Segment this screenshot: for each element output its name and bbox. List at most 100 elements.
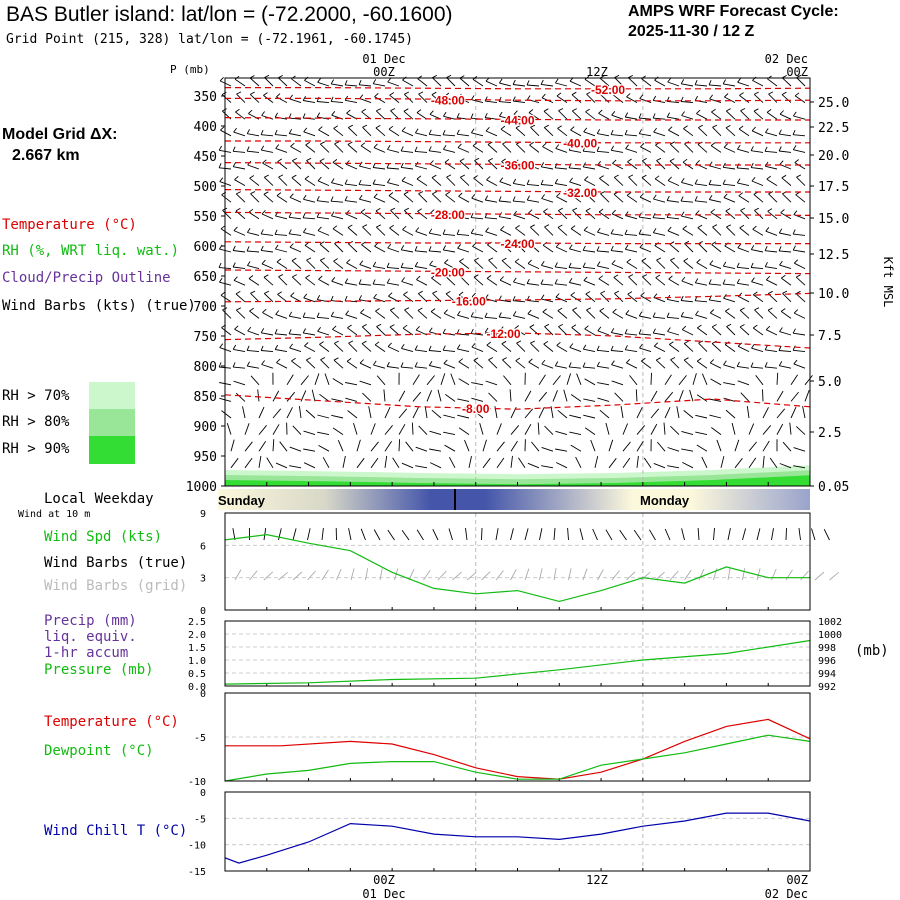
temperature-line <box>225 718 811 780</box>
panel-tick-label: 3 <box>200 574 206 585</box>
wind-barb-flag <box>375 208 381 212</box>
wind-barb <box>597 382 610 386</box>
wind-barb-flag <box>264 290 270 294</box>
wind-barb <box>558 326 568 336</box>
wind-barb <box>472 246 484 253</box>
wind-barb <box>362 392 372 402</box>
wind-barb-flag <box>486 341 491 346</box>
wind-barb-flag <box>442 130 446 135</box>
wind-barb <box>681 316 694 319</box>
wind-barb-flag <box>247 261 251 266</box>
wind-barb-flag <box>778 345 782 351</box>
wind-barb-flag <box>766 175 771 180</box>
wind-barb <box>710 145 722 153</box>
wind-barb-flag <box>320 357 326 361</box>
wind-barb <box>575 456 582 469</box>
wind-barb <box>250 292 260 303</box>
wind-barb-flag <box>401 126 406 132</box>
wind-barb-flag <box>376 108 382 112</box>
wind-barb <box>636 440 644 452</box>
wind-barb <box>401 462 414 469</box>
wind-barb-flag <box>334 340 339 344</box>
wind-barb <box>734 439 740 452</box>
wind-barb <box>426 375 435 386</box>
wind-barb <box>330 200 344 203</box>
wind-barb <box>331 215 344 220</box>
wind-barb <box>528 112 540 120</box>
wind-barb-flag <box>219 177 224 182</box>
wind-barb <box>740 392 750 402</box>
wind-barb-flag <box>680 311 684 317</box>
wind-barb-flag <box>374 242 379 247</box>
wind-barb-flag <box>780 209 785 214</box>
wind-barb <box>611 213 624 220</box>
wind-barb <box>303 332 316 336</box>
wind-barb <box>510 425 520 435</box>
wind-barb-flag <box>554 163 558 168</box>
wind-barb <box>319 259 330 269</box>
wind-barb <box>723 166 736 170</box>
wind-barb-flag <box>696 109 701 114</box>
wind-barb <box>793 447 806 452</box>
wind-barb <box>345 382 358 386</box>
wind-barb <box>234 78 246 87</box>
wind-barb <box>289 465 302 469</box>
wind-barb <box>286 407 293 419</box>
wind-barb <box>471 217 484 220</box>
wind-barb <box>613 94 624 103</box>
wind-barb <box>555 266 568 270</box>
wind-barb <box>230 439 235 452</box>
wind-barb <box>555 365 568 369</box>
wind-barb <box>613 277 624 286</box>
wind-barb <box>401 180 414 187</box>
wind-barb <box>655 144 666 153</box>
wind-barb-flag <box>626 93 631 98</box>
wind-barb <box>247 330 260 336</box>
wind-barb-flag <box>585 208 591 212</box>
wind-barb <box>600 193 610 203</box>
wind-barb <box>583 280 596 286</box>
wind-barb <box>738 195 750 203</box>
wind-barb <box>708 184 722 187</box>
wind-barb <box>446 176 456 186</box>
isotherm-line <box>224 269 811 275</box>
wind-barb-flag <box>582 245 586 251</box>
wind-barb <box>696 113 708 120</box>
wind-barb <box>711 111 722 120</box>
wind-barb <box>682 461 694 469</box>
wind-barb <box>653 462 666 469</box>
wind-barb-flag <box>544 124 550 128</box>
wind-barb-flag <box>359 194 363 200</box>
wind-barb <box>762 407 769 419</box>
wind-barb-flag <box>683 258 689 262</box>
wind-barb <box>333 128 344 137</box>
wind-barb <box>471 346 484 353</box>
wind-barb <box>737 81 750 87</box>
wind-barb-flag <box>680 79 685 85</box>
wind-barb <box>697 144 708 153</box>
wind-barb <box>669 160 680 170</box>
wind-barb <box>655 359 666 369</box>
wind-barb <box>333 260 344 269</box>
wind-barb <box>305 409 316 419</box>
wind-barb-flag <box>484 312 488 318</box>
wind-barb-flag <box>362 324 367 328</box>
wind-barb <box>303 131 316 137</box>
wind-barb <box>362 126 372 137</box>
wind-barb <box>608 458 617 469</box>
wind-barb-flag <box>247 228 251 233</box>
wind-barb <box>639 333 652 336</box>
wind-barb <box>664 374 672 386</box>
wind-barb-flag <box>333 125 339 129</box>
wind-barb-flag <box>558 207 563 211</box>
wind-barb-flag <box>374 341 380 346</box>
wind-barb-flag <box>289 243 294 248</box>
wind-barb <box>471 99 484 104</box>
isotherm-label: -44.00 <box>500 113 534 127</box>
wind-barb <box>473 177 484 186</box>
wind-barb <box>502 143 512 153</box>
wind-barb-flag <box>554 262 558 268</box>
wind-barb <box>347 227 358 236</box>
wind-barb-flag <box>458 291 464 296</box>
wind-barb <box>711 343 722 352</box>
